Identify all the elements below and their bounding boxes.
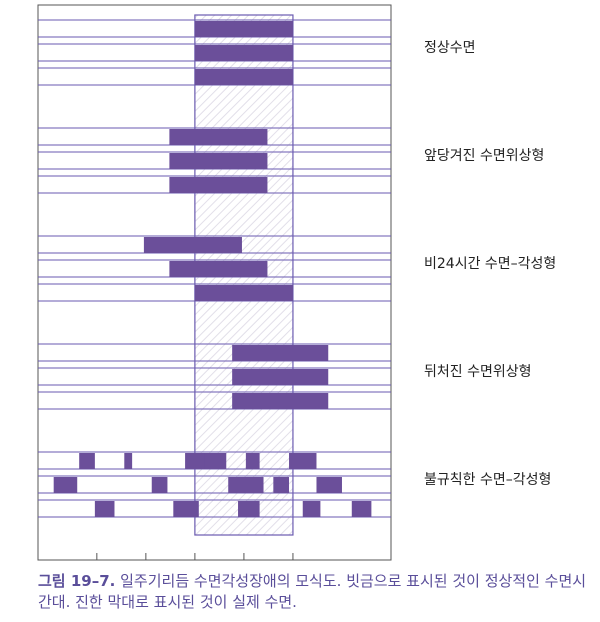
sleep-bar bbox=[194, 45, 293, 61]
pattern-label: 비24시간 수면–각성형 bbox=[424, 256, 556, 272]
sleep-bar bbox=[228, 477, 264, 493]
sleep-bar bbox=[94, 501, 115, 517]
sleep-bar bbox=[245, 453, 260, 469]
sleep-bar bbox=[194, 21, 293, 37]
sleep-bar bbox=[143, 237, 242, 253]
sleep-bar bbox=[169, 177, 268, 193]
pattern-label: 뒤처진 수면위상형 bbox=[424, 364, 532, 380]
sleep-bar bbox=[232, 369, 329, 385]
sleep-bar bbox=[79, 453, 95, 469]
sleep-bar bbox=[151, 477, 168, 493]
sleep-bar bbox=[204, 453, 217, 469]
pattern-label: 불규칙한 수면–각성형 bbox=[424, 472, 551, 488]
time-axis-ticks bbox=[96, 553, 294, 560]
timeline-rows bbox=[38, 19, 391, 518]
sleep-bar bbox=[238, 501, 260, 517]
sleep-bar bbox=[53, 477, 78, 493]
sleep-bar bbox=[169, 153, 268, 169]
sleep-bar bbox=[302, 501, 321, 517]
sleep-bar bbox=[169, 129, 268, 145]
figure-caption: 그림 19–7. 일주기리듬 수면각성장애의 모식도. 빗금으로 표시된 것이 … bbox=[38, 571, 598, 613]
sleep-bar bbox=[232, 393, 329, 409]
sleep-bar bbox=[173, 501, 199, 517]
caption-label: 그림 19–7. bbox=[38, 572, 116, 590]
pattern-label: 앞당겨진 수면위상형 bbox=[424, 148, 544, 164]
plot-frame bbox=[37, 4, 392, 561]
caption-text: 일주기리듬 수면각성장애의 모식도. 빗금으로 표시된 것이 정상적인 수면시간… bbox=[38, 572, 587, 611]
sleep-bar bbox=[273, 477, 290, 493]
sleep-bar bbox=[289, 453, 317, 469]
sleep-bar bbox=[124, 453, 133, 469]
sleep-bar bbox=[316, 477, 342, 493]
sleep-bar bbox=[351, 501, 372, 517]
sleep-bar bbox=[194, 69, 293, 85]
sleep-bar bbox=[169, 261, 268, 277]
sleep-bar bbox=[232, 345, 329, 361]
sleep-bar bbox=[194, 285, 293, 301]
pattern-label: 정상수면 bbox=[424, 40, 476, 56]
